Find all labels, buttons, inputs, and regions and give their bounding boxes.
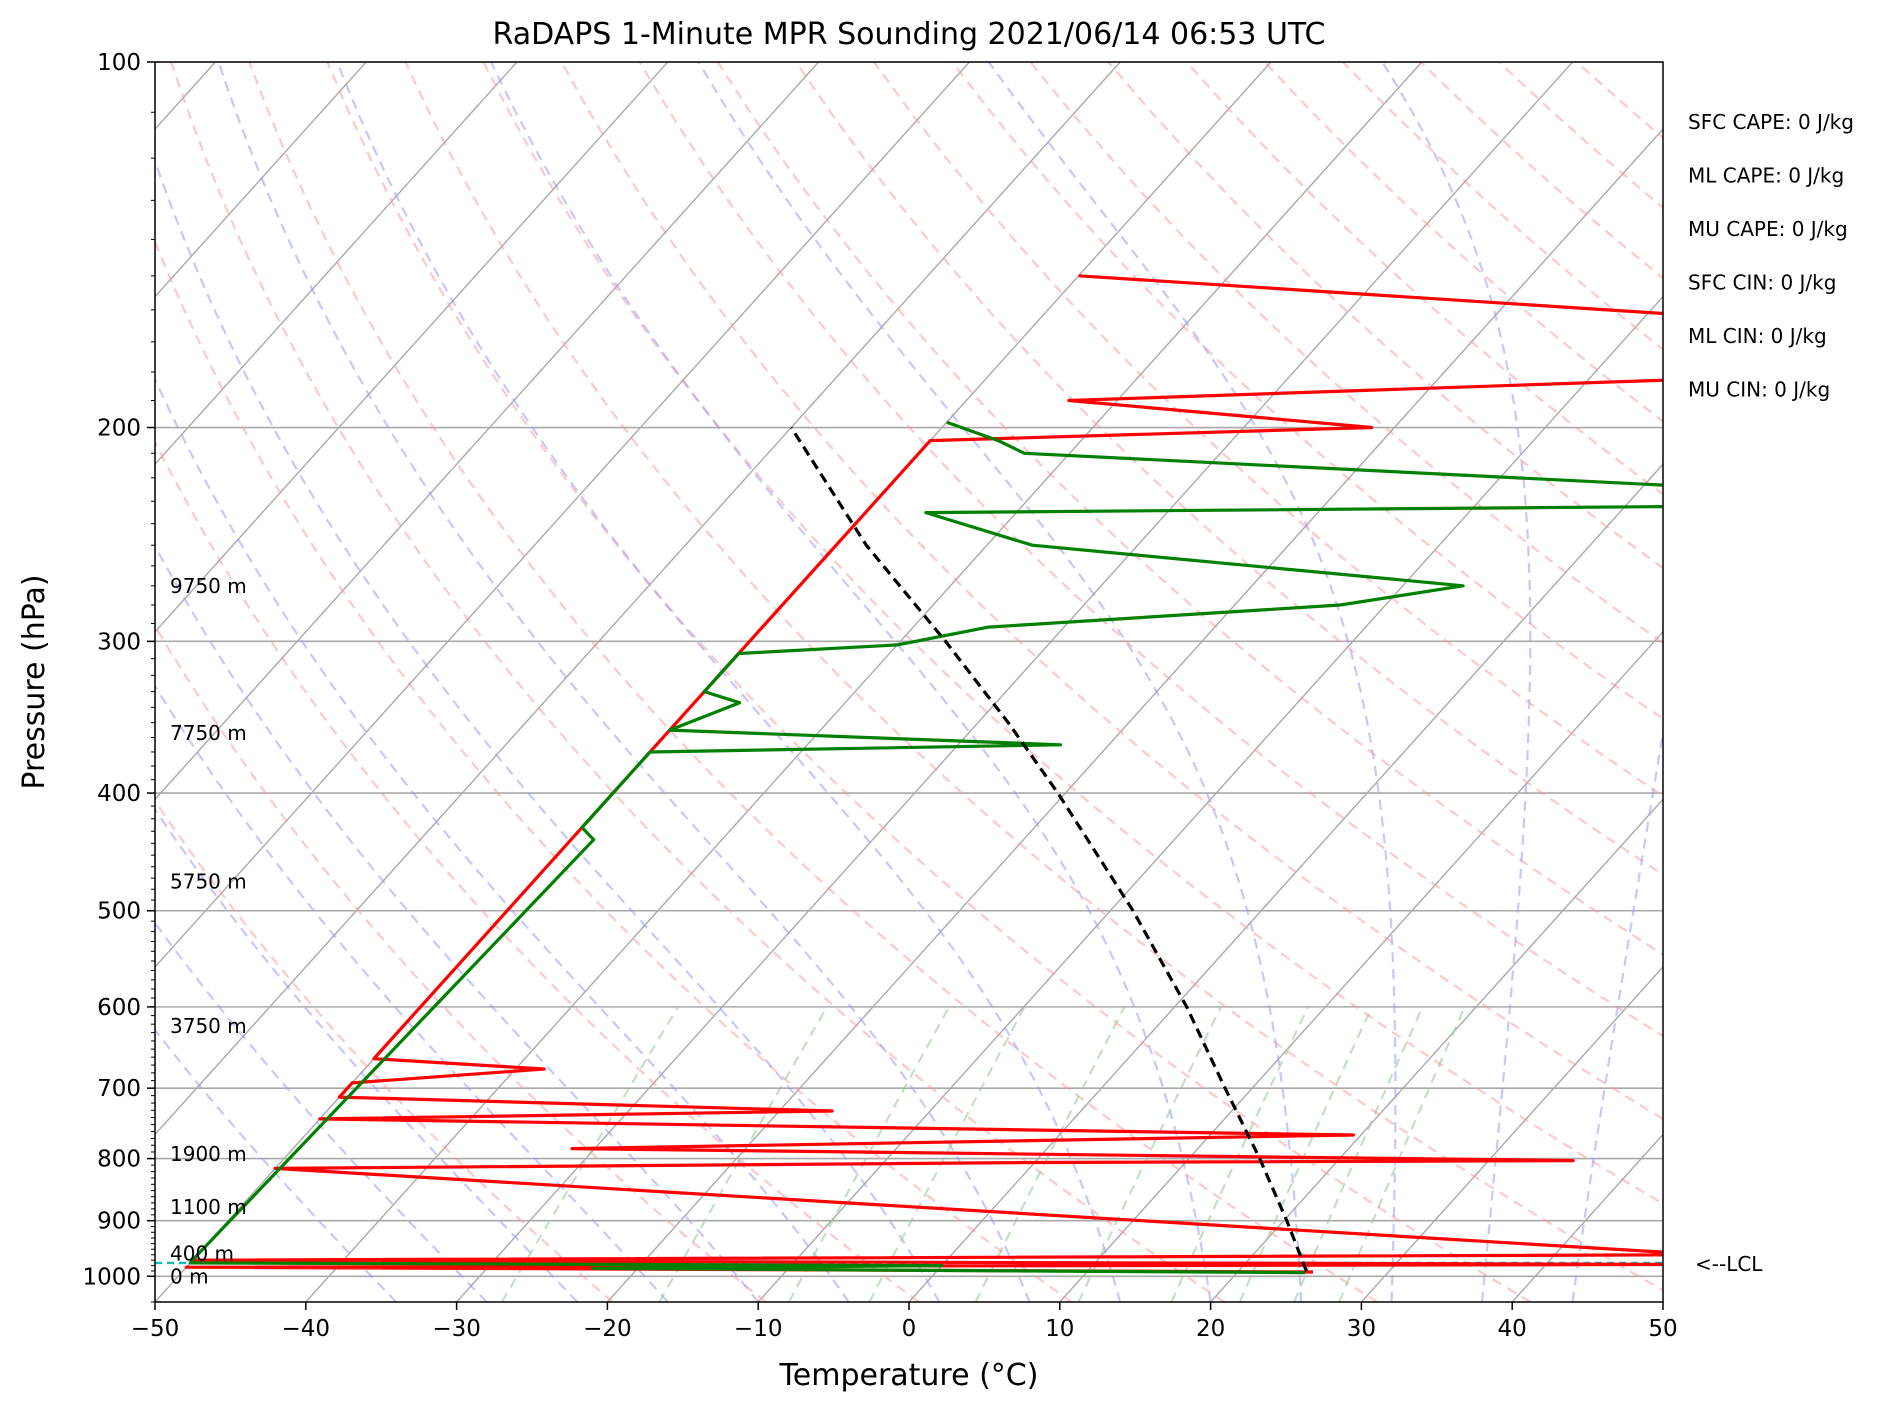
isotherm-line: [1210, 798, 1663, 1302]
x-tick-label: 30: [1347, 1316, 1376, 1342]
isotherm-line: [155, 62, 518, 466]
x-tick-label: −30: [432, 1316, 481, 1342]
dry-adiabat-line: [248, 62, 1378, 1302]
moist-adiabat-line: [155, 544, 760, 1302]
moist-adiabat-line: [155, 684, 669, 1302]
x-tick-label: −10: [734, 1316, 783, 1342]
isotherm-line: [606, 128, 1663, 1302]
height-label: 1100 m: [170, 1195, 247, 1219]
moist-adiabat-line: [155, 921, 488, 1302]
dry-adiabat-line: [155, 799, 614, 1302]
isotherm-line: [908, 463, 1663, 1302]
moist-adiabat-line: [217, 62, 1031, 1302]
y-axis-title: Pressure (hPa): [17, 574, 52, 789]
parcel-path-line: [789, 426, 1308, 1272]
isotherm-line: [155, 62, 367, 298]
moist-adiabat-line: [155, 376, 850, 1302]
x-tick-label: 0: [902, 1316, 917, 1342]
isotherm-line: [155, 62, 1121, 1136]
moist-adiabat-line: [1381, 62, 1532, 1302]
isotherm-line: [305, 62, 1423, 1302]
dry-adiabat-line: [794, 62, 1663, 876]
dry-adiabat-line: [638, 62, 1663, 1038]
chart-title: RaDAPS 1-Minute MPR Sounding 2021/06/14 …: [493, 17, 1326, 52]
isotherm-line: [155, 62, 970, 968]
stability-index-label: SFC CAPE: 0 J/kg: [1688, 110, 1854, 134]
x-tick-label: 50: [1648, 1316, 1677, 1342]
axes: −50 −40 −30 −20 −10 0 10 20 30 40 50 100 200 300 400 50…: [82, 50, 1677, 1342]
x-tick-label: −20: [583, 1316, 632, 1342]
isotherm-line: [1360, 965, 1663, 1302]
dry-adiabat-line: [155, 239, 1073, 1302]
height-label: 400 m: [170, 1242, 234, 1266]
isotherm-line: [456, 62, 1574, 1302]
y-tick-label: 200: [97, 416, 141, 442]
isotherm-line: [757, 295, 1663, 1302]
height-label: 3750 m: [170, 1014, 247, 1038]
isotherm-line: [155, 62, 669, 633]
mixing-ratio-line: [658, 1006, 828, 1302]
height-label: 9750 m: [170, 574, 247, 598]
dry-adiabat-line: [155, 624, 767, 1302]
lcl-label: <--LCL: [1695, 1252, 1763, 1276]
x-tick-label: −50: [131, 1316, 180, 1342]
mixing-ratio-line: [788, 1006, 951, 1302]
y-tick-label: 700: [97, 1076, 141, 1102]
height-label: 5750 m: [170, 869, 247, 893]
moist-adiabat-line: [155, 807, 579, 1302]
moist-adiabat-line: [336, 62, 1122, 1302]
x-tick-label: 40: [1498, 1316, 1527, 1342]
dry-adiabat-line: [951, 62, 1663, 721]
y-tick-label: 100: [97, 50, 141, 76]
height-label: 7750 m: [170, 721, 247, 745]
y-tick-label: 900: [97, 1209, 141, 1235]
moist-adiabat-line: [490, 62, 1212, 1302]
stability-index-label: SFC CIN: 0 J/kg: [1688, 271, 1836, 295]
x-tick-label: 20: [1196, 1316, 1225, 1342]
y-tick-label: 600: [97, 995, 141, 1021]
moist-adiabat-line: [155, 1028, 398, 1302]
moist-adiabat-line: [155, 157, 941, 1302]
stability-index-label: MU CAPE: 0 J/kg: [1688, 217, 1848, 241]
moist-adiabat-line: [1571, 725, 1663, 1302]
y-tick-label: 500: [97, 899, 141, 925]
y-tick-label: 400: [97, 781, 141, 807]
isotherm-line: [1059, 630, 1663, 1302]
temperature-line: [184, 274, 1663, 1274]
stability-index-label: MU CIN: 0 J/kg: [1688, 378, 1830, 402]
y-tick-label: 1000: [82, 1264, 141, 1290]
height-label: 1900 m: [170, 1142, 247, 1166]
stability-index-label: ML CIN: 0 J/kg: [1688, 324, 1827, 348]
dry-adiabat-line: [404, 62, 1663, 1292]
y-tick-label: 300: [97, 629, 141, 655]
labels: 9750 m 7750 m 5750 m 3750 m 1900 m 1100 m 400 …: [170, 110, 1854, 1288]
dry-adiabat-line: [170, 62, 1226, 1302]
height-label: 0 m: [170, 1264, 209, 1288]
dry-adiabat-line: [482, 62, 1663, 1206]
x-tick-label: 10: [1045, 1316, 1074, 1342]
stability-index-label: ML CAPE: 0 J/kg: [1688, 164, 1844, 188]
x-tick-label: −40: [282, 1316, 331, 1342]
isotherm-line: [155, 62, 820, 801]
x-axis-title: Temperature (°C): [779, 1358, 1039, 1393]
moist-adiabat-line: [987, 62, 1397, 1302]
plot-area: [155, 62, 1663, 1302]
dry-adiabat-line: [326, 62, 1531, 1302]
dry-adiabat-line: [155, 439, 920, 1302]
background-grid: [155, 62, 1663, 1302]
moist-adiabat-line: [697, 62, 1303, 1302]
data-series: [155, 274, 1663, 1275]
dry-adiabat-line: [1107, 62, 1663, 570]
dewpoint-line: [188, 420, 1663, 1275]
y-tick-label: 800: [97, 1147, 141, 1173]
